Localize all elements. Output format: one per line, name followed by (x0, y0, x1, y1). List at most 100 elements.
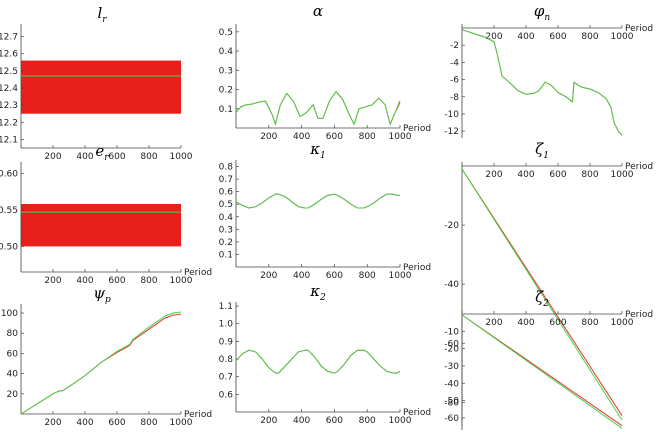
y-tick-label: -6 (450, 76, 459, 86)
x-tick-label: 200 (44, 418, 61, 428)
y-tick-label: 100 (1, 309, 18, 319)
panel-title: ζ2 (535, 288, 549, 309)
y-tick-label: 0.60 (0, 169, 18, 179)
series-green-line (461, 168, 623, 421)
x-tick-label: 800 (140, 276, 157, 286)
y-tick-label: 12.5 (0, 67, 18, 77)
panel-title-subscript: p (105, 295, 111, 305)
x-tick-label: 1000 (611, 32, 634, 42)
y-tick-label: 0.3 (219, 66, 233, 76)
x-tick-label: 1000 (611, 170, 634, 180)
x-tick-label: 200 (260, 132, 277, 142)
y-tick-label: 0.2 (219, 86, 233, 96)
series-green-line (461, 29, 623, 136)
x-tick-label: 800 (581, 32, 598, 42)
y-tick-label: 0.8 (219, 355, 234, 365)
x-axis-label: Period (184, 410, 212, 420)
x-tick-label: 200 (485, 170, 502, 180)
panel-8: κ2 0.6 0.7 0.8 0.9 1.0 1.1 200 400 600 800 1000Peri… (219, 282, 431, 426)
y-tick-label: -20 (444, 345, 459, 355)
y-tick-label: -10 (444, 110, 459, 120)
y-tick-label: 0.3 (219, 225, 233, 235)
y-tick-label: 12.3 (0, 101, 18, 111)
panel-title-subscript: 1 (543, 151, 549, 161)
y-tick-label: -40 (444, 280, 459, 290)
oscillation-band (21, 204, 181, 247)
x-axis-label: Period (625, 24, 653, 34)
y-tick-label: -20 (444, 221, 459, 231)
y-tick-label: 0.6 (219, 188, 234, 198)
x-tick-label: 800 (140, 418, 157, 428)
x-tick-label: 600 (326, 132, 343, 142)
panel-title: φn (534, 2, 551, 23)
y-tick-label: 80 (7, 329, 19, 339)
x-axis-label: Period (403, 408, 431, 418)
panel-title: ψp (93, 284, 111, 305)
y-tick-label: 12.4 (0, 84, 18, 94)
y-tick-label: 0.4 (219, 213, 234, 223)
y-tick-label: 0.7 (219, 373, 233, 383)
x-tick-label: 400 (293, 271, 310, 281)
x-axis-label: Period (625, 310, 653, 320)
x-tick-label: 200 (44, 152, 61, 162)
y-tick-label: -30 (444, 362, 459, 372)
series-green-line (235, 90, 401, 126)
y-tick-label: 40 (7, 370, 19, 380)
y-tick-label: -60 (444, 414, 459, 424)
y-tick-label: -50 (444, 397, 459, 407)
x-axis-label: Period (403, 124, 431, 134)
y-tick-label: -2 (450, 41, 459, 51)
y-tick-label: 0.1 (219, 105, 233, 115)
x-tick-label: 200 (260, 271, 277, 281)
x-tick-label: 1000 (170, 152, 193, 162)
x-tick-label: 600 (326, 271, 343, 281)
x-tick-label: 800 (581, 170, 598, 180)
x-axis-label: Period (625, 162, 653, 172)
x-tick-label: 600 (549, 170, 566, 180)
panel-5: κ1 0.1 0.2 0.3 0.4 0.5 0.6 0.7 0.8 200 400 600 800 10… (219, 140, 431, 281)
y-tick-label: 12.7 (0, 33, 18, 43)
y-tick-label: 0.4 (219, 47, 234, 57)
y-tick-label: -40 (444, 379, 459, 389)
x-tick-label: 200 (485, 32, 502, 42)
y-tick-label: 20 (7, 390, 19, 400)
panel-9: ζ2 -10 -20 -30 -40 -50 -60 200 400 600 800 1000Peri… (444, 288, 653, 430)
series-green-line (461, 314, 623, 429)
panel-title: κ2 (309, 282, 326, 303)
y-tick-label: -80 (444, 398, 459, 408)
panel-title: α (313, 2, 323, 20)
x-tick-label: 800 (359, 132, 376, 142)
panel-title-subscript: 1 (320, 151, 326, 161)
y-tick-label: 12.2 (0, 118, 18, 128)
x-axis-label: Period (403, 263, 431, 273)
y-tick-label: 1.1 (219, 302, 233, 312)
y-tick-label: 0.8 (219, 163, 234, 173)
y-tick-label: 0.5 (219, 200, 233, 210)
y-tick-label: 0.50 (0, 242, 18, 252)
x-tick-label: 200 (44, 276, 61, 286)
x-tick-label: 800 (140, 152, 157, 162)
x-tick-label: 600 (549, 318, 566, 328)
x-tick-label: 400 (293, 416, 310, 426)
series-green-line (235, 193, 400, 209)
x-tick-label: 1000 (389, 416, 412, 426)
y-tick-label: -60 (444, 339, 459, 349)
panel-title-subscript: n (544, 13, 550, 23)
x-tick-label: 1000 (389, 271, 412, 281)
panel-title-subscript: 2 (542, 299, 549, 309)
x-tick-label: 400 (517, 32, 534, 42)
y-tick-label: 0.9 (219, 337, 234, 347)
panel-title-subscript: r (102, 15, 107, 25)
y-tick-label: 0.55 (0, 206, 18, 216)
y-tick-label: 0.7 (219, 175, 233, 185)
y-tick-label: 0.1 (219, 250, 233, 260)
series-red-line (235, 90, 401, 126)
y-tick-label: 12.1 (0, 135, 18, 145)
series-green-line (20, 311, 182, 415)
y-tick-label: 0.6 (219, 390, 234, 400)
